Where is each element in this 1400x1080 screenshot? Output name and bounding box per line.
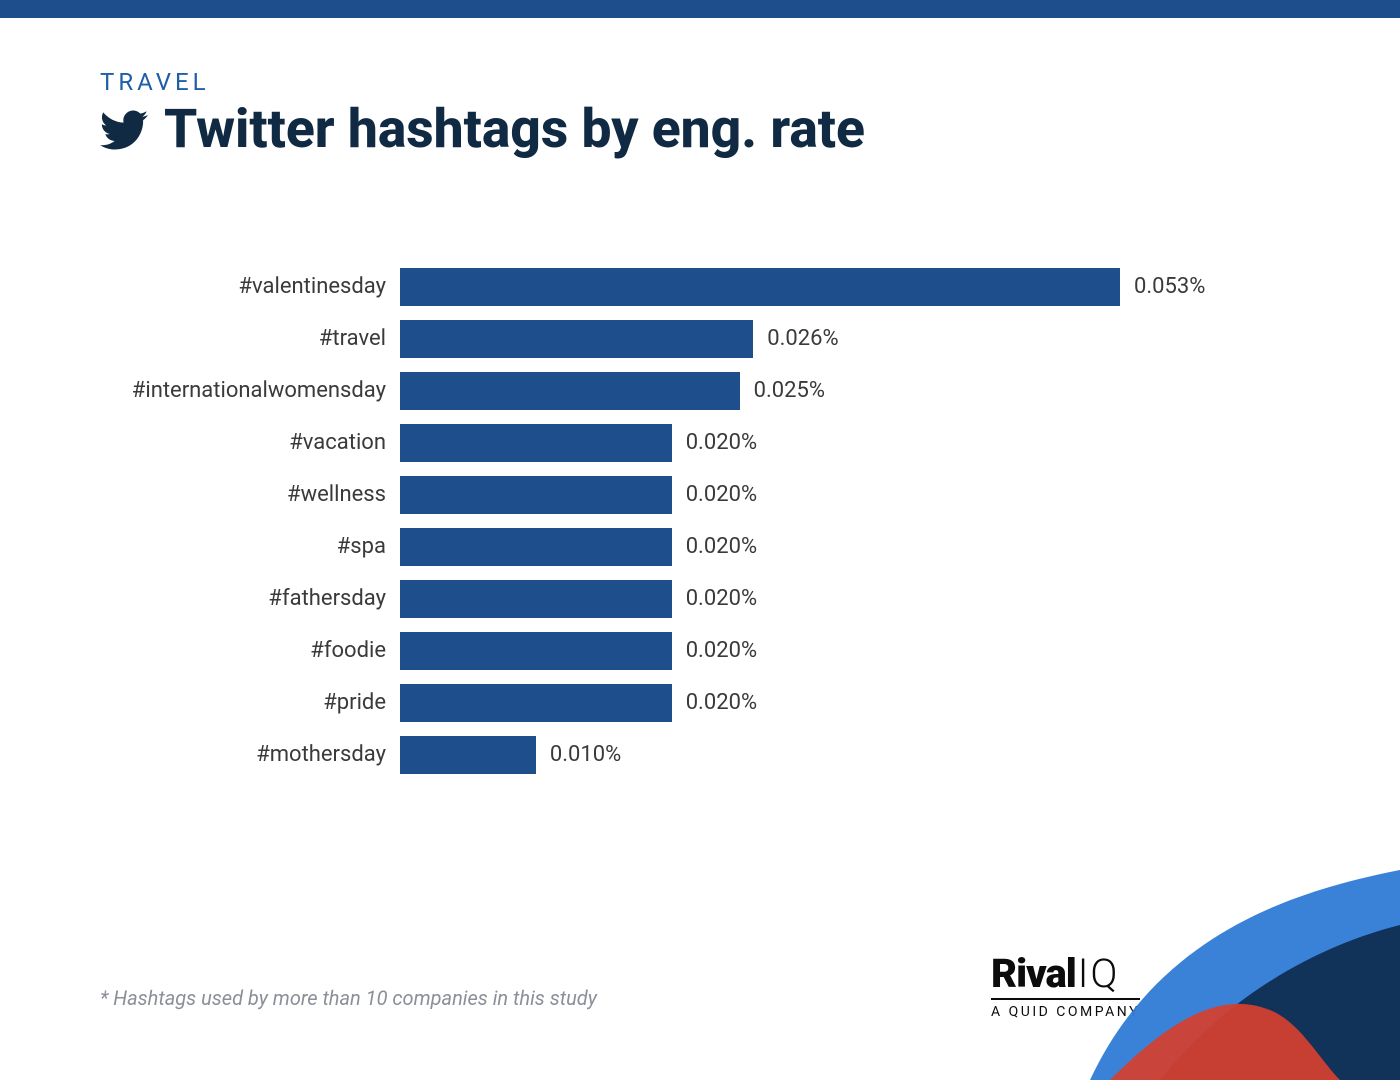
chart-row: #fathersday 0.020% [100,580,1300,618]
bar-fill [400,580,672,618]
hashtag-label: #fathersday [100,586,400,611]
hashtag-label: #pride [100,690,400,715]
bar-fill [400,268,1120,306]
chart-row: #valentinesday 0.053% [100,268,1300,306]
value-label: 0.020% [686,638,757,663]
hashtag-label: #wellness [100,482,400,507]
content-area: Travel Twitter hashtags by eng. rate #va… [0,18,1400,1080]
hashtag-label: #vacation [100,430,400,455]
chart-row: #pride 0.020% [100,684,1300,722]
logo-word-bold: Rival [991,950,1076,997]
value-label: 0.020% [686,534,757,559]
value-label: 0.025% [754,378,825,403]
bar-fill [400,632,672,670]
footnote-text: * Hashtags used by more than 10 companie… [100,986,597,1010]
bar-fill [400,684,672,722]
logo-tagline: A QUID COMPANY [991,998,1140,1020]
bar-track: 0.020% [400,684,1300,722]
hashtag-label: #spa [100,534,400,559]
chart-row: #wellness 0.020% [100,476,1300,514]
chart-row: #foodie 0.020% [100,632,1300,670]
value-label: 0.020% [686,430,757,455]
bar-track: 0.020% [400,424,1300,462]
bar-fill [400,424,672,462]
bar-fill [400,372,740,410]
logo-primary: RivalIQ [991,954,1140,994]
hashtag-bar-chart: #valentinesday 0.053% #travel 0.026% #intern… [100,268,1300,774]
bar-fill [400,528,672,566]
value-label: 0.020% [686,690,757,715]
rivaliq-logo: RivalIQ A QUID COMPANY [991,954,1140,1020]
bar-fill [400,320,753,358]
bar-fill [400,476,672,514]
twitter-icon [100,106,148,154]
value-label: 0.053% [1134,274,1205,299]
chart-title: Twitter hashtags by eng. rate [164,102,865,158]
value-label: 0.020% [686,586,757,611]
bar-track: 0.026% [400,320,1300,358]
category-label: Travel [100,68,1300,96]
value-label: 0.020% [686,482,757,507]
value-label: 0.026% [767,326,838,351]
hashtag-label: #internationalwomensday [100,378,400,403]
bar-track: 0.010% [400,736,1300,774]
chart-row: #mothersday 0.010% [100,736,1300,774]
chart-row: #internationalwomensday 0.025% [100,372,1300,410]
bar-track: 0.020% [400,580,1300,618]
bar-track: 0.020% [400,476,1300,514]
hashtag-label: #valentinesday [100,274,400,299]
bar-track: 0.020% [400,632,1300,670]
top-accent-bar [0,0,1400,18]
chart-row: #spa 0.020% [100,528,1300,566]
bar-track: 0.053% [400,268,1300,306]
hashtag-label: #foodie [100,638,400,663]
chart-row: #travel 0.026% [100,320,1300,358]
hashtag-label: #travel [100,326,400,351]
chart-row: #vacation 0.020% [100,424,1300,462]
value-label: 0.010% [550,742,621,767]
title-row: Twitter hashtags by eng. rate [100,102,1300,158]
hashtag-label: #mothersday [100,742,400,767]
bar-track: 0.025% [400,372,1300,410]
bar-track: 0.020% [400,528,1300,566]
bar-fill [400,736,536,774]
logo-word-thin: IQ [1078,950,1120,997]
